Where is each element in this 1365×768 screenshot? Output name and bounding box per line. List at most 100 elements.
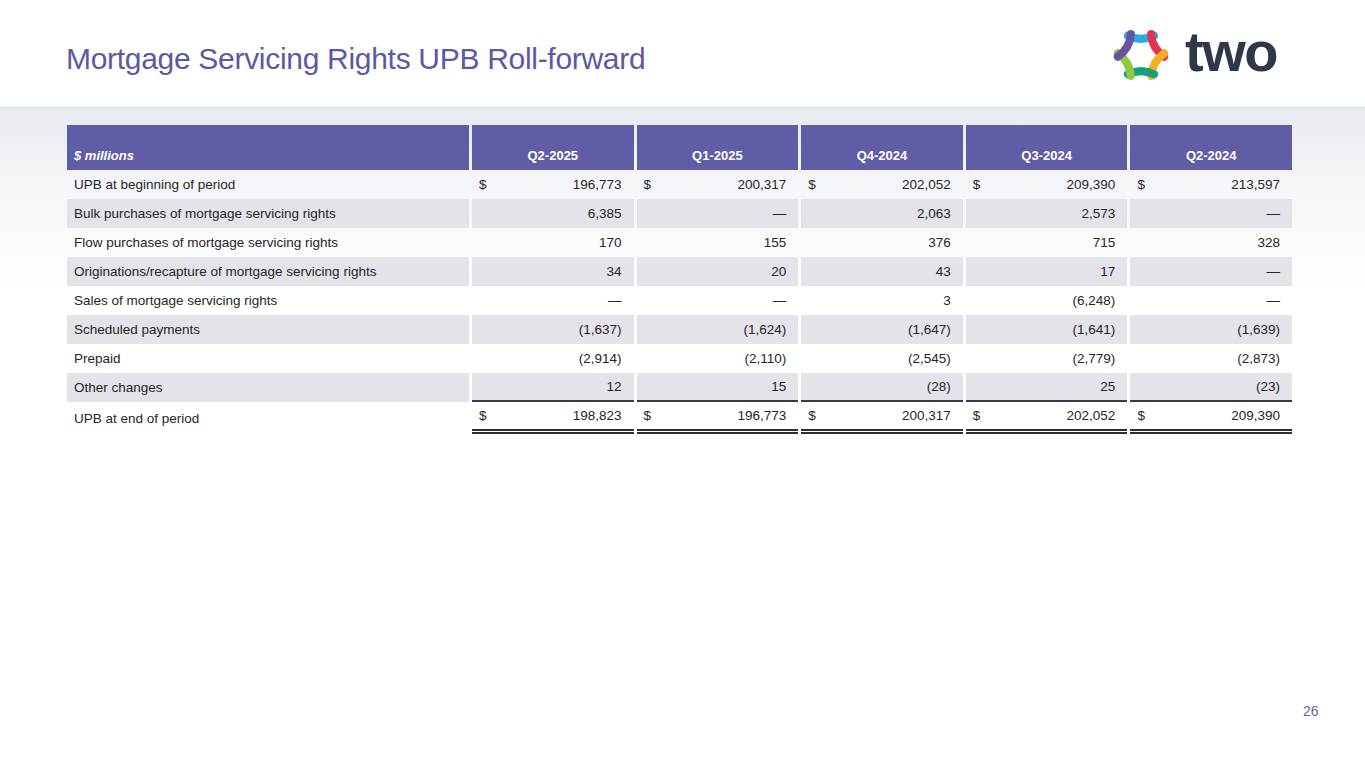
table-row: Bulk purchases of mortgage servicing rig… xyxy=(67,199,1292,228)
cell: (6,248) xyxy=(966,286,1128,315)
cell: (1,647) xyxy=(801,315,963,344)
company-logo: two xyxy=(1110,22,1277,88)
cell-value: — xyxy=(773,293,787,308)
cell-value: 376 xyxy=(928,235,951,250)
currency-symbol: $ xyxy=(479,177,487,192)
cell: (1,624) xyxy=(637,315,799,344)
cell-value: (2,110) xyxy=(744,351,786,366)
cell: 15 xyxy=(637,373,799,402)
cell: $198,823 xyxy=(472,402,634,434)
cell: $196,773 xyxy=(637,402,799,434)
cell-value: (2,545) xyxy=(908,351,951,366)
cell-value: 2,063 xyxy=(917,206,951,221)
cell: $200,317 xyxy=(801,402,963,434)
table-row: Scheduled payments (1,637) (1,624) (1,64… xyxy=(67,315,1292,344)
cell-value: 43 xyxy=(936,264,951,279)
cell: $200,317 xyxy=(637,170,799,199)
currency-symbol: $ xyxy=(973,177,981,192)
cell-value: 202,052 xyxy=(1067,408,1116,423)
cell: 715 xyxy=(966,228,1128,257)
cell-value: 20 xyxy=(771,264,786,279)
cell-value: (2,779) xyxy=(1073,351,1116,366)
cell-value: 209,390 xyxy=(1231,408,1280,423)
logo-wordmark: two xyxy=(1185,24,1277,86)
row-label: Scheduled payments xyxy=(67,315,469,344)
row-label: Other changes xyxy=(67,373,469,402)
cell-value: (2,914) xyxy=(579,351,622,366)
cell-value: (23) xyxy=(1256,379,1280,394)
page-number: 26 xyxy=(1303,703,1319,719)
cell: $196,773 xyxy=(472,170,634,199)
cell: — xyxy=(472,286,634,315)
cell-value: 15 xyxy=(771,379,786,394)
cell: $213,597 xyxy=(1130,170,1292,199)
cell: — xyxy=(1130,286,1292,315)
cell: 34 xyxy=(472,257,634,286)
table-row: Other changes 12 15 (28) 25 (23) xyxy=(67,373,1292,402)
row-label: Prepaid xyxy=(67,344,469,373)
column-header: Q1-2025 xyxy=(637,125,799,170)
cell-value: (1,639) xyxy=(1237,322,1280,337)
cell-value: — xyxy=(1266,264,1280,279)
table-row: UPB at beginning of period $196,773 $200… xyxy=(67,170,1292,199)
column-header: Q4-2024 xyxy=(801,125,963,170)
cell-value: 202,052 xyxy=(902,177,951,192)
cell-value: 25 xyxy=(1100,379,1115,394)
cell-value: (1,624) xyxy=(743,322,786,337)
cell: $202,052 xyxy=(966,402,1128,434)
cell: 43 xyxy=(801,257,963,286)
cell-value: 196,773 xyxy=(573,177,622,192)
cell: 6,385 xyxy=(472,199,634,228)
cell: 155 xyxy=(637,228,799,257)
cell-value: 3 xyxy=(943,293,951,308)
cell-value: 2,573 xyxy=(1082,206,1116,221)
currency-symbol: $ xyxy=(808,177,816,192)
cell: $202,052 xyxy=(801,170,963,199)
cell: $209,390 xyxy=(966,170,1128,199)
cell-value: 200,317 xyxy=(902,408,951,423)
table-row-total: UPB at end of period $198,823 $196,773 $… xyxy=(67,402,1292,434)
currency-symbol: $ xyxy=(644,177,652,192)
currency-symbol: $ xyxy=(973,408,981,423)
cell-value: 213,597 xyxy=(1231,177,1280,192)
cell-value: (6,248) xyxy=(1073,293,1116,308)
cell-value: 198,823 xyxy=(573,408,622,423)
cell: 12 xyxy=(472,373,634,402)
msr-upb-rollforward-table: $ millions Q2-2025 Q1-2025 Q4-2024 Q3-20… xyxy=(67,125,1292,434)
currency-symbol: $ xyxy=(808,408,816,423)
row-label: UPB at end of period xyxy=(67,402,469,434)
cell-value: 196,773 xyxy=(737,408,786,423)
cell: 20 xyxy=(637,257,799,286)
cell: 2,063 xyxy=(801,199,963,228)
row-label: Bulk purchases of mortgage servicing rig… xyxy=(67,199,469,228)
cell-value: (2,873) xyxy=(1237,351,1280,366)
column-header: Q2-2025 xyxy=(472,125,634,170)
cell: 170 xyxy=(472,228,634,257)
cell-value: 715 xyxy=(1093,235,1116,250)
cell: — xyxy=(637,286,799,315)
currency-symbol: $ xyxy=(1137,408,1145,423)
cell: 328 xyxy=(1130,228,1292,257)
table-row: Prepaid (2,914) (2,110) (2,545) (2,779) … xyxy=(67,344,1292,373)
cell-value: (1,637) xyxy=(579,322,622,337)
cell-value: 200,317 xyxy=(737,177,786,192)
cell: $209,390 xyxy=(1130,402,1292,434)
cell: (2,110) xyxy=(637,344,799,373)
row-label: UPB at beginning of period xyxy=(67,170,469,199)
unit-label: $ millions xyxy=(67,125,469,170)
cell: 17 xyxy=(966,257,1128,286)
cell: 376 xyxy=(801,228,963,257)
cell: (2,873) xyxy=(1130,344,1292,373)
row-label: Originations/recapture of mortgage servi… xyxy=(67,257,469,286)
cell-value: 155 xyxy=(764,235,787,250)
cell-value: 209,390 xyxy=(1067,177,1116,192)
currency-symbol: $ xyxy=(479,408,487,423)
cell: — xyxy=(637,199,799,228)
cell-value: (28) xyxy=(927,379,951,394)
cell-value: — xyxy=(1266,293,1280,308)
cell: (1,639) xyxy=(1130,315,1292,344)
table-row: Sales of mortgage servicing rights — — 3… xyxy=(67,286,1292,315)
cell: — xyxy=(1130,199,1292,228)
cell-value: 170 xyxy=(599,235,622,250)
cell: 25 xyxy=(966,373,1128,402)
